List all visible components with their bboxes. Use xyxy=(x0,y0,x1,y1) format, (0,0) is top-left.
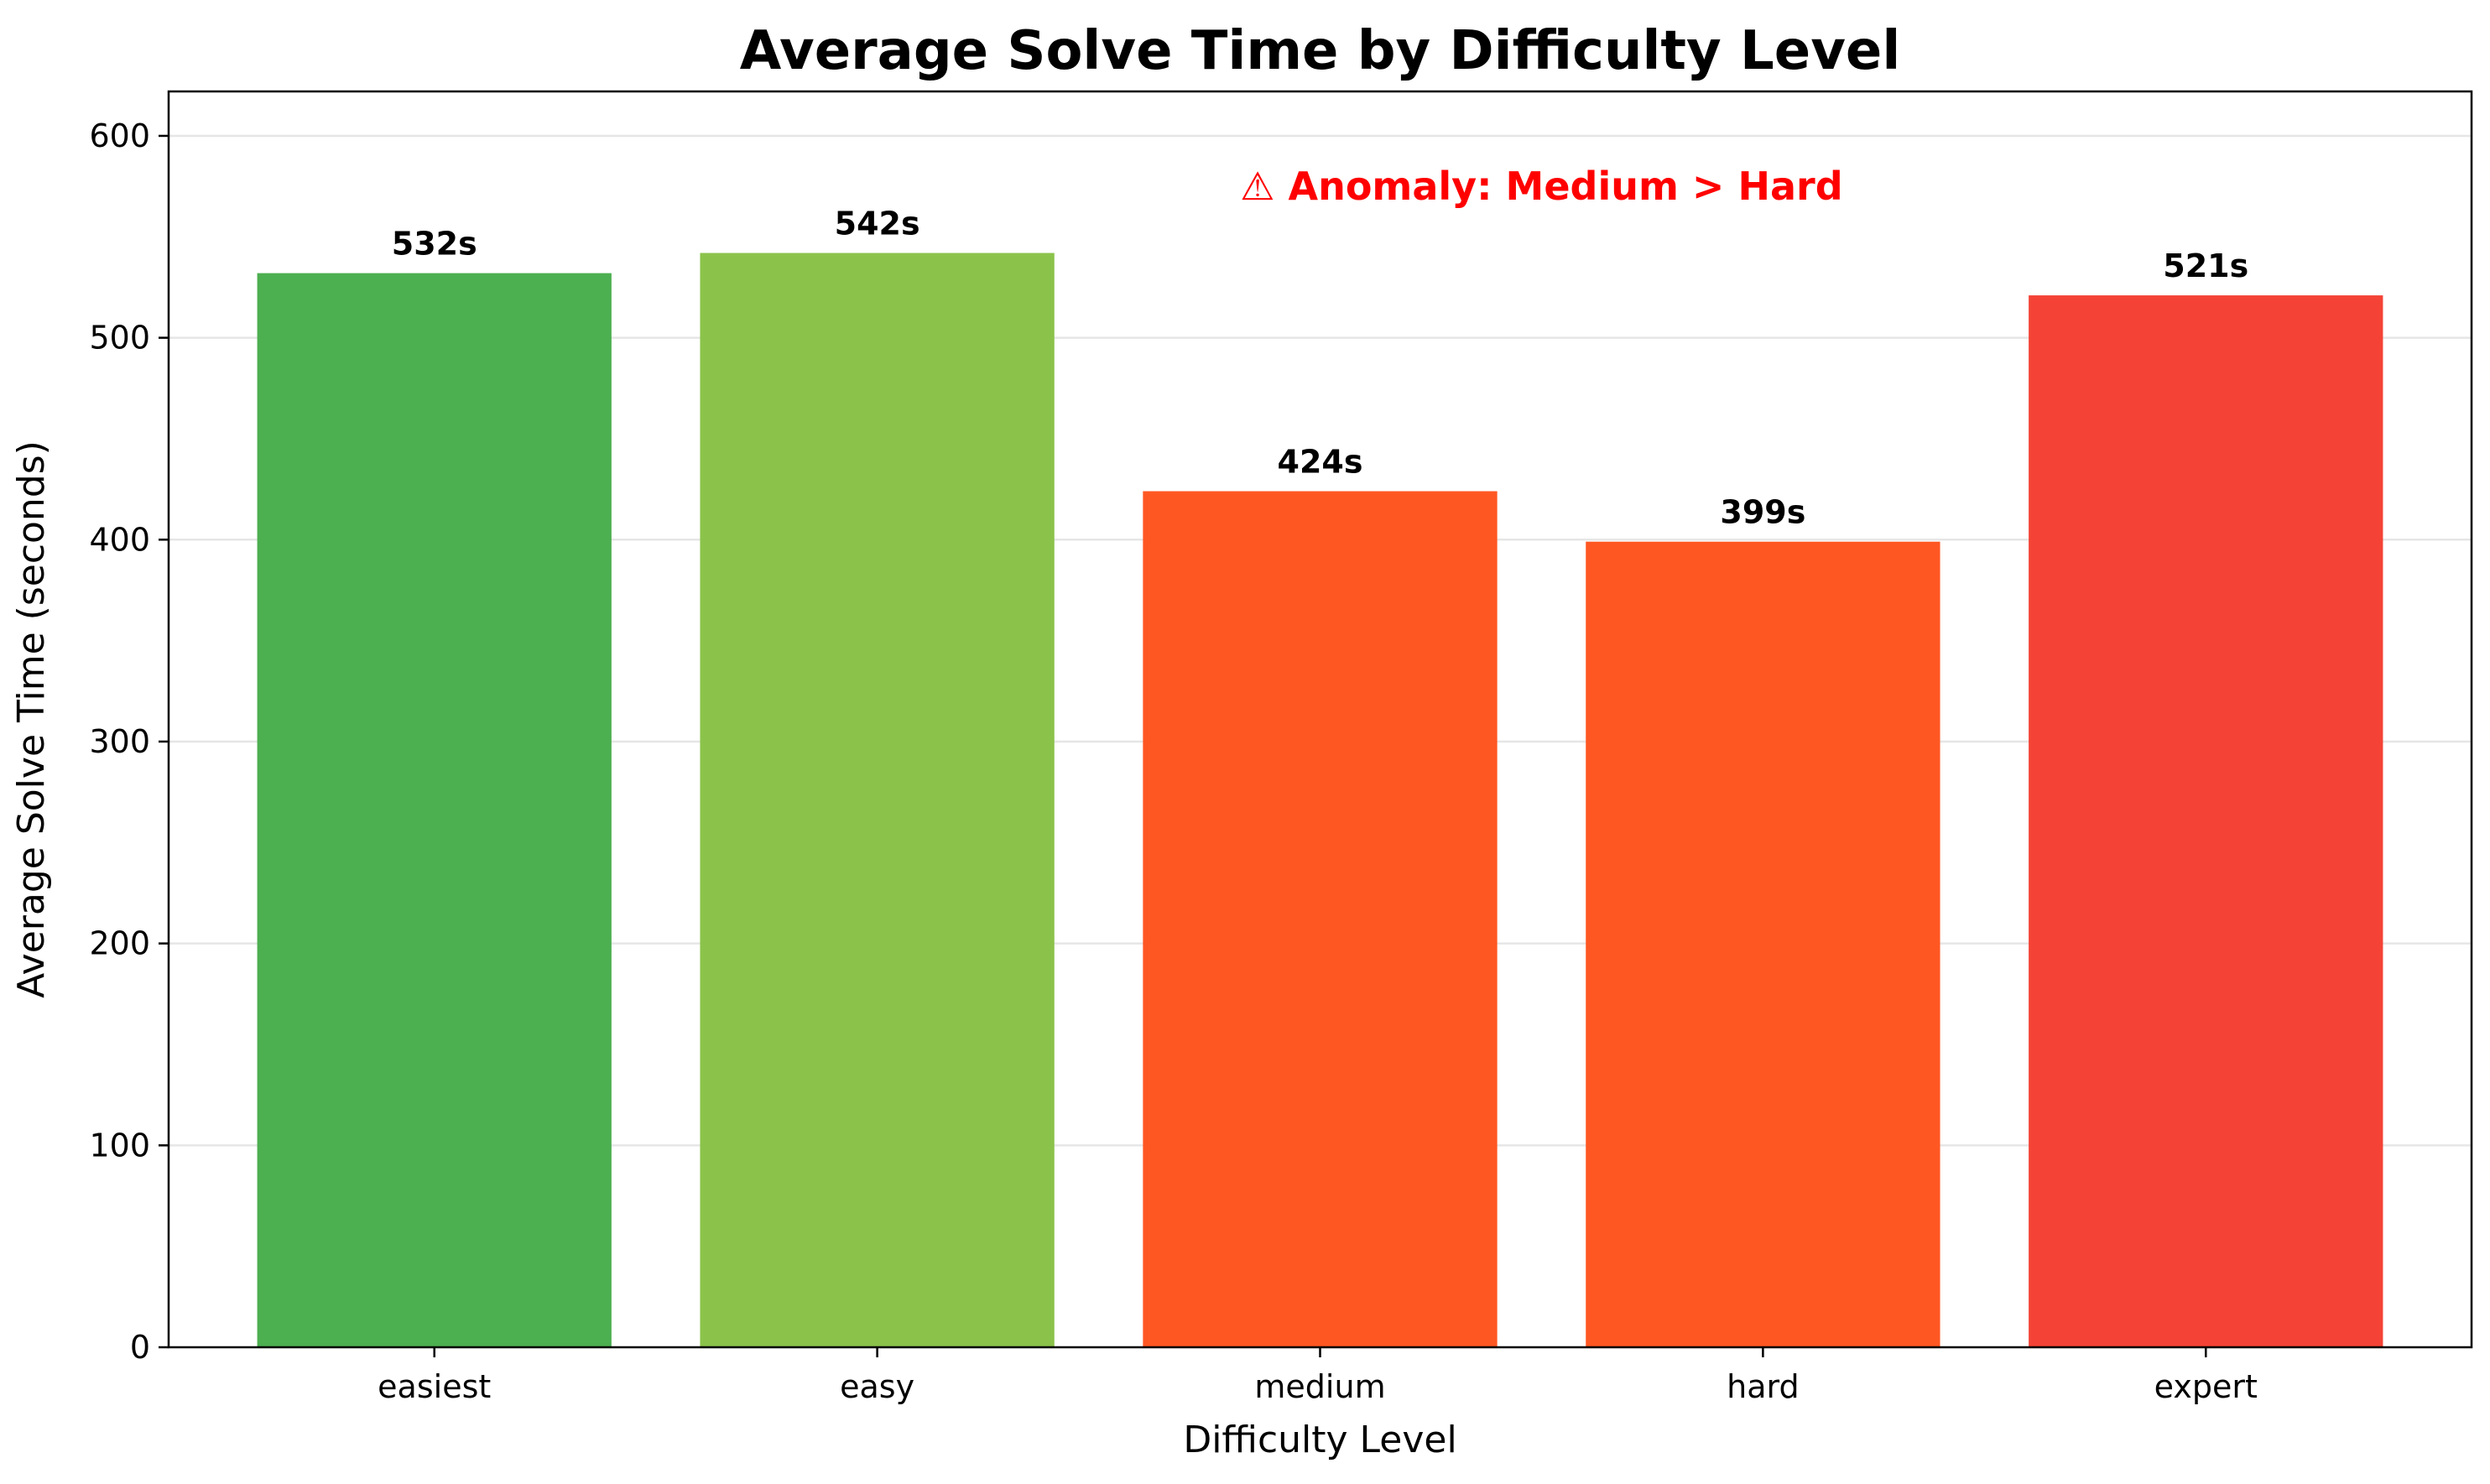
y-tick-label-0: 0 xyxy=(130,1329,150,1366)
x-tick-label-medium: medium xyxy=(1254,1368,1385,1405)
y-tick-label-100: 100 xyxy=(89,1127,150,1164)
bar-medium xyxy=(1143,491,1498,1347)
y-axis-label: Average Solve Time (seconds) xyxy=(10,440,53,998)
y-tick-label-400: 400 xyxy=(89,521,150,558)
data-label-medium: 424s xyxy=(1278,444,1363,481)
bar-easiest xyxy=(257,273,612,1348)
bar-hard xyxy=(1586,541,1940,1347)
x-tick-label-easiest: easiest xyxy=(378,1368,491,1405)
x-tick-label-expert: expert xyxy=(2154,1368,2258,1405)
y-tick-label-500: 500 xyxy=(89,320,150,357)
x-axis-label: Difficulty Level xyxy=(1183,1419,1456,1461)
anomaly-annotation: ⚠ Anomaly: Medium > Hard xyxy=(1240,164,1842,209)
data-labels: 532s 542s 424s 399s 521s xyxy=(392,206,2248,531)
y-tick-label-200: 200 xyxy=(89,925,150,962)
data-label-expert: 521s xyxy=(2163,247,2248,284)
data-label-hard: 399s xyxy=(1720,494,1805,531)
x-axis-ticks: easiest easy medium hard expert xyxy=(378,1347,2258,1405)
bars xyxy=(257,253,2383,1348)
data-label-easiest: 532s xyxy=(392,226,477,263)
bar-easy xyxy=(700,253,1055,1348)
y-tick-label-300: 300 xyxy=(89,723,150,760)
chart-title: Average Solve Time by Difficulty Level xyxy=(740,20,1901,82)
x-tick-label-hard: hard xyxy=(1727,1368,1799,1405)
bar-expert xyxy=(2029,295,2383,1347)
x-tick-label-easy: easy xyxy=(840,1368,914,1405)
y-tick-label-600: 600 xyxy=(89,117,150,154)
data-label-easy: 542s xyxy=(835,206,920,242)
y-axis-ticks: 0 100 200 300 400 500 600 xyxy=(89,117,169,1366)
